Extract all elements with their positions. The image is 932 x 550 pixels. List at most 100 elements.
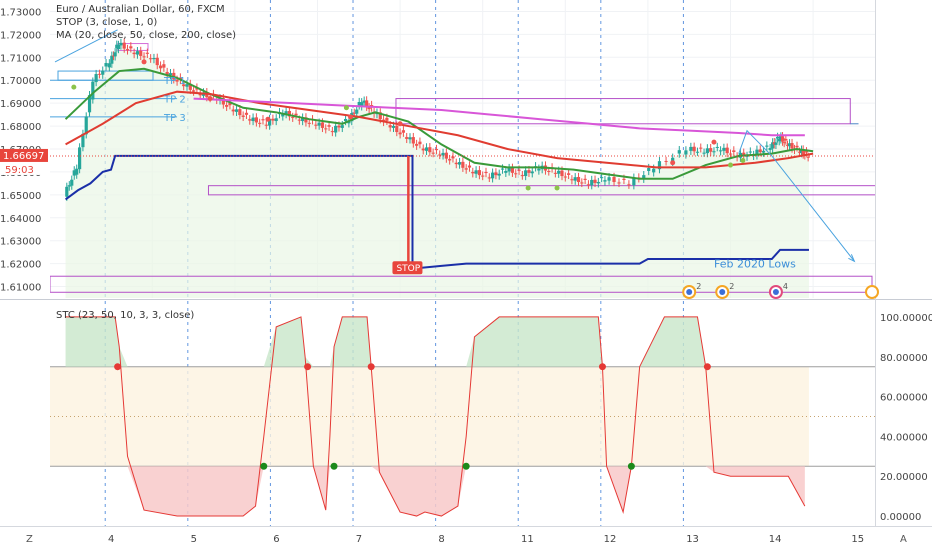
stc-buy-signal [627,462,635,470]
candle-body [777,138,781,142]
candle-body [590,179,594,186]
candle-body [145,52,149,54]
stc-tick-label: 100.00000 [880,313,932,324]
time-tick-label: 14 [769,534,782,545]
candle-body [784,138,788,141]
candle-body [97,73,102,75]
candle-body [718,150,723,152]
candle-body [553,172,557,174]
candle-body [365,100,369,107]
stc-buy-signal [330,462,338,470]
candle-body [576,176,581,183]
candle-body [441,152,445,156]
candle-body [94,74,98,83]
candle-body [198,93,202,96]
sell-signal-dot [670,160,676,166]
stc-legend[interactable]: STC (23, 50, 10, 3, 3, close) [56,310,194,321]
price-tick-label: 1.73000 [0,7,41,18]
candle-body [570,179,574,181]
candle-body [291,116,295,118]
ma-legend[interactable]: MA (20, close, 50, close, 200, close) [56,30,236,41]
time-axis-left-button[interactable]: Z [26,534,33,545]
candle-body [755,149,759,156]
time-tick-label: 8 [438,534,444,545]
candle-body [712,151,716,153]
stc-axis[interactable]: 100.00000 80.00000 60.00000 40.00000 20.0000… [880,313,932,523]
auto-scale-button[interactable]: A [900,534,907,545]
price-tick-label: 1.61000 [0,283,41,294]
candle-body [692,146,696,152]
candle-body [317,122,321,126]
stop-legend[interactable]: STOP (3, close, 1, 0) [56,17,157,28]
candle-body [527,170,531,173]
candle-body [768,148,772,150]
candle-body [330,131,334,133]
candle-body [72,170,76,176]
candle-body [175,79,179,82]
candle-body [573,177,577,181]
candle-body [709,148,713,152]
ma-200-line [193,97,805,137]
candle-body [474,170,478,174]
candle-body [385,117,389,121]
candle-body [391,125,396,128]
candle-body [557,170,561,174]
candle-body [281,113,285,117]
candle-body [790,143,794,149]
candle-body [241,115,245,117]
price-area-fill [65,43,809,298]
candle-body [251,117,255,122]
candle-body [593,179,597,183]
candle-body [607,177,611,181]
candle-body [139,50,143,56]
candle-body [779,136,783,140]
candle-body [520,175,524,177]
tp-label: TP 3 [163,113,186,124]
candle-body [360,102,364,107]
stc-tick-label: 0.00000 [880,512,921,523]
stc-buy-signal [462,462,470,470]
event-count-label: 2 [696,282,701,291]
candle-body [664,160,668,162]
candle-body [695,151,700,153]
candle-body [125,49,130,51]
candle-body [772,142,776,145]
flag-icon [686,289,693,295]
last-price-tag-bg [0,148,48,162]
price-tick-label: 1.70000 [0,76,41,87]
symbol-title[interactable]: Euro / Australian Dollar, 60, FXCM [56,4,225,15]
candle-body [596,182,600,184]
buy-signal-dot [343,105,349,111]
price-tick-label: 1.68000 [0,122,41,133]
countdown-bg [0,162,48,175]
price-tick-label: 1.63000 [0,237,41,248]
time-axis[interactable]: 4 5 6 7 8 11 12 13 14 15 [108,534,864,545]
buy-signal-dot [740,157,746,163]
candle-body [451,156,455,159]
candle-body [228,102,232,106]
candle-body [113,52,117,57]
candle-body [804,151,809,153]
stop-line [64,154,809,270]
countdown-label: 59:03 [5,165,34,176]
candle-body [149,58,153,60]
price-tick-label: 1.72000 [0,30,41,41]
price-tick-label: 1.64000 [0,214,41,225]
candle-body [343,118,348,122]
economic-event-icon[interactable] [865,285,879,299]
candle-body [684,150,688,155]
stc-tick-label: 20.00000 [880,472,928,483]
candle-body [115,44,119,49]
candle-body [238,109,242,116]
candle-body [231,109,235,112]
time-tick-label: 6 [273,534,279,545]
candle-body [627,184,631,186]
candle-body [583,178,587,180]
candle-body [411,137,415,144]
candle-body [567,173,571,175]
candle-body [491,172,495,179]
stc-sell-signal [703,363,711,371]
buy-signal-dot [71,84,77,90]
candle-body [758,149,762,153]
